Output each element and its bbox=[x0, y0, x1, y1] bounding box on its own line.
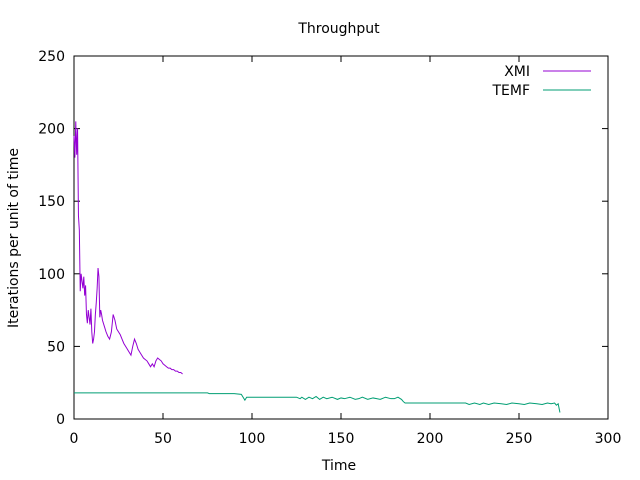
series-group bbox=[73, 121, 561, 413]
x-tick-label: 300 bbox=[595, 431, 622, 447]
axis-ticks bbox=[73, 55, 609, 420]
y-tick-label: 0 bbox=[56, 412, 65, 428]
y-tick-label: 200 bbox=[38, 122, 65, 138]
x-tick-label: 250 bbox=[506, 431, 533, 447]
x-tick-label: 0 bbox=[70, 431, 79, 447]
x-tick-label: 150 bbox=[328, 431, 355, 447]
chart-title: Throughput bbox=[297, 21, 380, 37]
x-axis-label: Time bbox=[321, 458, 356, 474]
legend-label-temf: TEMF bbox=[491, 83, 530, 99]
legend: XMI TEMF bbox=[491, 64, 591, 99]
axis-tick-labels: 0 50 100 150 200 250 300 0 50 100 150 200 250 bbox=[38, 49, 621, 447]
y-axis-label: Iterations per unit of time bbox=[6, 148, 22, 328]
legend-label-xmi: XMI bbox=[504, 64, 530, 80]
x-tick-label: 200 bbox=[417, 431, 444, 447]
series-line-temf bbox=[74, 392, 561, 413]
x-tick-label: 50 bbox=[154, 431, 172, 447]
y-tick-label: 150 bbox=[38, 194, 65, 210]
series-line-xmi bbox=[73, 121, 183, 375]
x-tick-label: 100 bbox=[239, 431, 266, 447]
y-tick-label: 250 bbox=[38, 49, 65, 65]
y-tick-label: 50 bbox=[47, 339, 65, 355]
y-tick-label: 100 bbox=[38, 267, 65, 283]
plot-frame bbox=[73, 55, 609, 420]
